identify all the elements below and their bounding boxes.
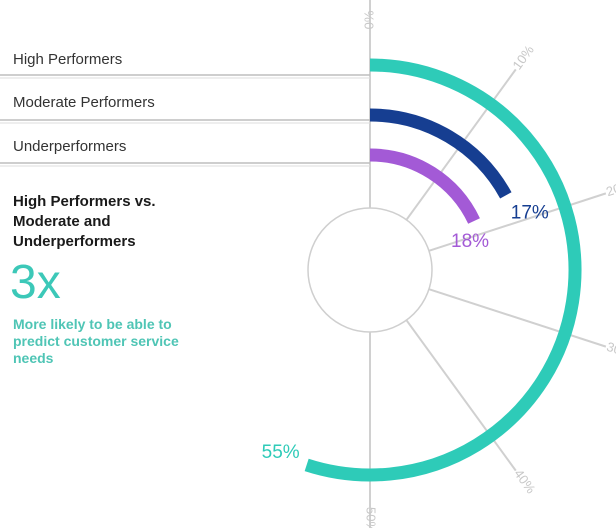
legend-label: Underperformers [13, 138, 126, 155]
tick-label: 20% [604, 177, 616, 199]
grid-line [428, 288, 607, 348]
tick-label: 50% [364, 507, 379, 528]
legend-label: High Performers [13, 51, 122, 68]
center-circle [307, 207, 433, 333]
grid-line [405, 319, 517, 472]
value-label: 55% [262, 442, 300, 463]
legend-label: Moderate Performers [13, 94, 155, 111]
bar-arc [304, 58, 582, 482]
tick-label: 30% [605, 339, 616, 361]
note: More likely to be able to predict custom… [13, 316, 179, 366]
heading: High Performers vs. Moderate and Underpe… [13, 193, 156, 250]
tick-label: 0% [361, 10, 376, 29]
bar-arc [369, 108, 512, 199]
value-label: 17% [511, 202, 549, 223]
value-label: 18% [451, 231, 489, 252]
tick-label: 10% [509, 42, 537, 72]
bar-arc [369, 148, 480, 224]
grid-line [428, 192, 607, 252]
headline: 3x [10, 256, 61, 309]
